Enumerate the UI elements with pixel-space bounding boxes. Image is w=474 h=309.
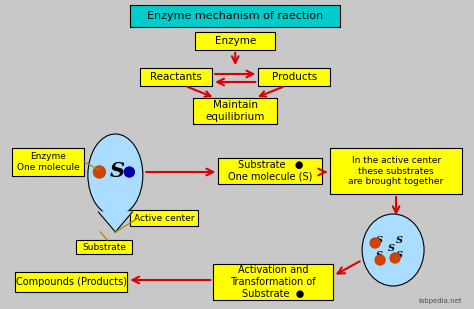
Text: Activation and
Transformation of
Substrate  ●: Activation and Transformation of Substra… (230, 265, 316, 298)
FancyBboxPatch shape (195, 32, 275, 50)
Text: Maintain
equilibrium: Maintain equilibrium (206, 100, 265, 122)
FancyBboxPatch shape (76, 240, 132, 254)
Text: labpedia.net: labpedia.net (419, 298, 462, 304)
Text: S: S (110, 161, 125, 181)
Circle shape (124, 167, 134, 177)
FancyBboxPatch shape (330, 148, 462, 194)
FancyBboxPatch shape (130, 5, 340, 27)
Text: Compounds (Products): Compounds (Products) (16, 277, 127, 287)
Text: S: S (396, 252, 402, 260)
Text: Substrate: Substrate (82, 243, 127, 252)
Text: S: S (388, 243, 394, 252)
FancyBboxPatch shape (140, 68, 212, 86)
FancyBboxPatch shape (213, 264, 333, 300)
Ellipse shape (362, 214, 424, 286)
Text: Enzyme
One molecule: Enzyme One molecule (17, 152, 80, 172)
Ellipse shape (88, 134, 143, 216)
FancyBboxPatch shape (218, 158, 322, 184)
Text: Reactants: Reactants (150, 72, 202, 82)
Text: S: S (396, 235, 402, 244)
Circle shape (370, 238, 380, 248)
Text: Products: Products (272, 72, 317, 82)
Text: In the active center
these substrates
are brought together: In the active center these substrates ar… (348, 156, 444, 186)
Text: Enzyme mechanism of raection: Enzyme mechanism of raection (147, 11, 323, 21)
Circle shape (390, 253, 400, 263)
FancyBboxPatch shape (193, 98, 277, 124)
FancyBboxPatch shape (130, 210, 198, 226)
Circle shape (93, 166, 105, 178)
Text: S: S (375, 235, 383, 244)
Text: S: S (375, 252, 383, 260)
Polygon shape (99, 212, 132, 232)
Circle shape (375, 255, 385, 265)
FancyBboxPatch shape (16, 272, 128, 292)
Text: Active center: Active center (134, 214, 194, 222)
FancyBboxPatch shape (258, 68, 330, 86)
FancyBboxPatch shape (12, 148, 84, 176)
Text: Enzyme: Enzyme (215, 36, 256, 46)
Text: Substrate   ●
One molecule (S): Substrate ● One molecule (S) (228, 160, 312, 182)
